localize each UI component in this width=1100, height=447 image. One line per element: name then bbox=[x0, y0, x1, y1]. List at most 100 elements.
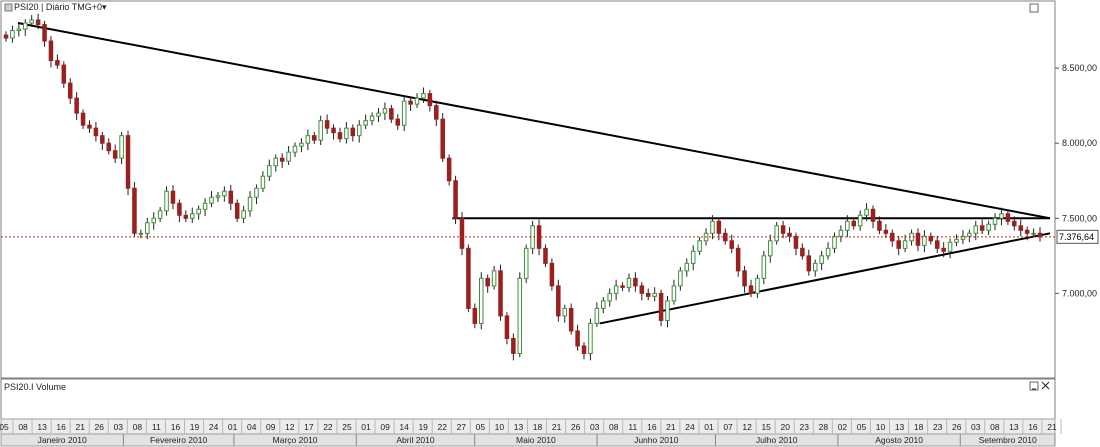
candle-body bbox=[292, 145, 298, 153]
x-day-label: 12 bbox=[742, 422, 752, 432]
candle-body bbox=[568, 307, 574, 332]
x-day-label: 13 bbox=[895, 422, 905, 432]
candle-body bbox=[697, 240, 702, 252]
candle-body bbox=[665, 300, 670, 321]
candle-body bbox=[177, 202, 182, 216]
candle-body bbox=[549, 262, 555, 287]
candle-body bbox=[100, 135, 105, 144]
x-day-label: 08 bbox=[990, 422, 1000, 432]
candle-body bbox=[478, 277, 484, 324]
x-day-label: 28 bbox=[819, 422, 829, 432]
x-day-label: 13 bbox=[514, 422, 524, 432]
x-axis-days: 05 08 13 16 21 26 03 08 11 16 19 24 01 04 09 12 17 22 25 01… bbox=[0, 419, 1062, 434]
candle-body bbox=[421, 93, 426, 99]
candle-body bbox=[23, 22, 28, 30]
x-day-label: 23 bbox=[933, 422, 943, 432]
x-day-label: 08 bbox=[133, 422, 143, 432]
candle-body bbox=[61, 64, 67, 84]
candle-body bbox=[979, 225, 985, 231]
y-tick-label: 7.000,00 bbox=[1062, 288, 1097, 298]
candle-body bbox=[658, 292, 664, 321]
candle-body bbox=[973, 225, 979, 234]
candle-body bbox=[832, 235, 837, 249]
candle-body bbox=[1005, 213, 1011, 222]
x-day-label: 10 bbox=[876, 422, 886, 432]
candle-body bbox=[260, 175, 266, 189]
candle-body bbox=[157, 210, 163, 219]
candle-body bbox=[523, 247, 529, 279]
trendline[interactable] bbox=[17, 22, 1051, 220]
candle-body bbox=[755, 277, 760, 294]
candle-body bbox=[742, 270, 747, 287]
caret-down-icon[interactable]: ▾ bbox=[101, 2, 107, 12]
candle-body bbox=[331, 127, 336, 134]
x-day-label: 05 bbox=[857, 422, 867, 432]
candle-body bbox=[594, 307, 600, 324]
minimize-icon[interactable] bbox=[1029, 381, 1039, 391]
candle-body bbox=[896, 240, 901, 249]
trendlines bbox=[17, 22, 1051, 325]
price-pane bbox=[0, 0, 1056, 379]
candle-body bbox=[780, 225, 786, 234]
candle-body bbox=[324, 120, 330, 129]
close-icon[interactable] bbox=[1041, 381, 1050, 390]
x-day-label: 01 bbox=[228, 422, 238, 432]
pane-handle-icon[interactable] bbox=[4, 3, 13, 12]
candle-body bbox=[992, 217, 998, 225]
candle-body bbox=[581, 345, 587, 354]
candle-body bbox=[812, 262, 818, 272]
x-day-label: 10 bbox=[495, 422, 505, 432]
candle-body bbox=[254, 187, 259, 198]
candle-body bbox=[857, 214, 863, 227]
x-day-label: 26 bbox=[95, 422, 105, 432]
candle-body bbox=[902, 240, 908, 249]
candle-body bbox=[414, 97, 420, 105]
minimize-icon[interactable] bbox=[1029, 3, 1039, 13]
x-day-label: 03 bbox=[590, 422, 600, 432]
candle-body bbox=[941, 247, 946, 252]
x-day-label: 11 bbox=[152, 422, 161, 432]
candle-body bbox=[1012, 220, 1017, 227]
candle-body bbox=[922, 235, 927, 246]
candle-body bbox=[318, 120, 323, 141]
x-month-label: Agosto 2010 bbox=[875, 435, 923, 445]
candle-body bbox=[395, 118, 401, 126]
candle-body bbox=[389, 108, 394, 120]
x-day-label: 08 bbox=[18, 422, 28, 432]
chart-title[interactable]: PSI20 | Diário TMG+0▾ bbox=[14, 2, 107, 13]
candle-body bbox=[761, 255, 767, 279]
x-month-label: Maio 2010 bbox=[516, 435, 556, 445]
candle-body bbox=[748, 285, 754, 294]
x-day-label: 21 bbox=[75, 422, 85, 432]
candle-body bbox=[877, 220, 882, 231]
candle-body bbox=[3, 34, 9, 39]
candle-body bbox=[620, 285, 625, 288]
candle-body bbox=[247, 196, 253, 212]
x-day-label: 16 bbox=[56, 422, 66, 432]
candle-body bbox=[222, 190, 227, 197]
x-day-label: 19 bbox=[190, 422, 200, 432]
candle-body bbox=[209, 196, 214, 204]
x-day-label: 03 bbox=[114, 422, 124, 432]
candle-body bbox=[504, 315, 510, 339]
x-day-label: 24 bbox=[685, 422, 695, 432]
candle-body bbox=[80, 112, 86, 126]
x-day-label: 21 bbox=[666, 422, 676, 432]
candle-body bbox=[883, 229, 889, 234]
candle-body bbox=[459, 217, 465, 249]
x-day-label: 14 bbox=[399, 422, 409, 432]
x-day-label: 08 bbox=[609, 422, 619, 432]
candle-body bbox=[954, 238, 959, 243]
candle-body bbox=[845, 220, 850, 231]
x-day-label: 07 bbox=[723, 422, 733, 432]
x-day-label: 26 bbox=[571, 422, 581, 432]
x-day-label: 11 bbox=[628, 422, 637, 432]
y-tick-label: 8.000,00 bbox=[1062, 138, 1097, 148]
candle-body bbox=[645, 292, 651, 297]
trendline[interactable] bbox=[599, 232, 1051, 325]
x-day-label: 18 bbox=[914, 422, 924, 432]
x-day-label: 21 bbox=[1047, 422, 1057, 432]
candle-body bbox=[626, 277, 632, 288]
x-day-label: 13 bbox=[37, 422, 47, 432]
candle-body bbox=[690, 250, 696, 264]
